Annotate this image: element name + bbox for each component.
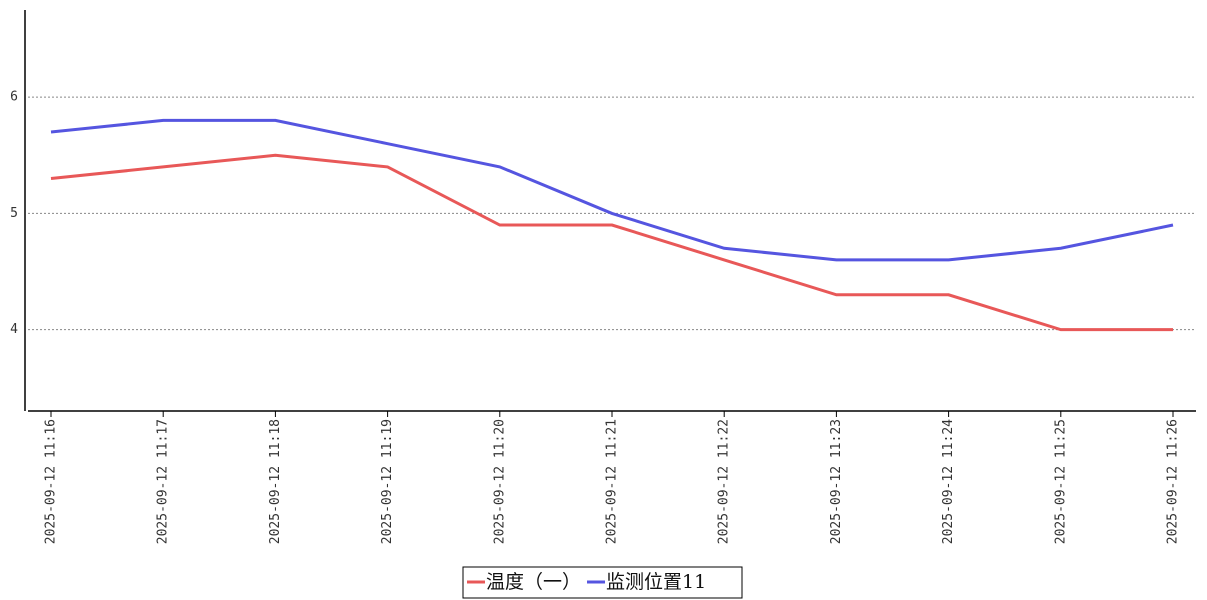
x-tick-label: 2025-09-12 11:24	[941, 419, 956, 544]
x-tick-label: 2025-09-12 11:26	[1166, 419, 1181, 544]
y-tick-label: 6	[10, 90, 18, 105]
series-line	[50, 118, 1174, 262]
x-tick-label: 2025-09-12 11:23	[829, 419, 844, 544]
x-tick-label: 2025-09-12 11:17	[156, 419, 171, 544]
x-tick-label: 2025-09-12 11:20	[492, 419, 507, 544]
x-tick-label: 2025-09-12 11:25	[1053, 419, 1068, 544]
x-tick-label: 2025-09-12 11:16	[44, 419, 59, 544]
x-tick-label: 2025-09-12 11:21	[605, 419, 620, 544]
legend-label: 温度（一）	[486, 571, 581, 593]
x-tick-label: 2025-09-12 11:18	[268, 419, 283, 544]
x-tick-label: 2025-09-12 11:19	[380, 419, 395, 544]
y-tick-label: 4	[10, 322, 18, 337]
y-tick-label: 5	[10, 206, 18, 221]
x-tick-label: 2025-09-12 11:22	[717, 419, 732, 544]
series-line	[50, 153, 1173, 332]
legend-label: 监测位置11	[606, 571, 706, 593]
